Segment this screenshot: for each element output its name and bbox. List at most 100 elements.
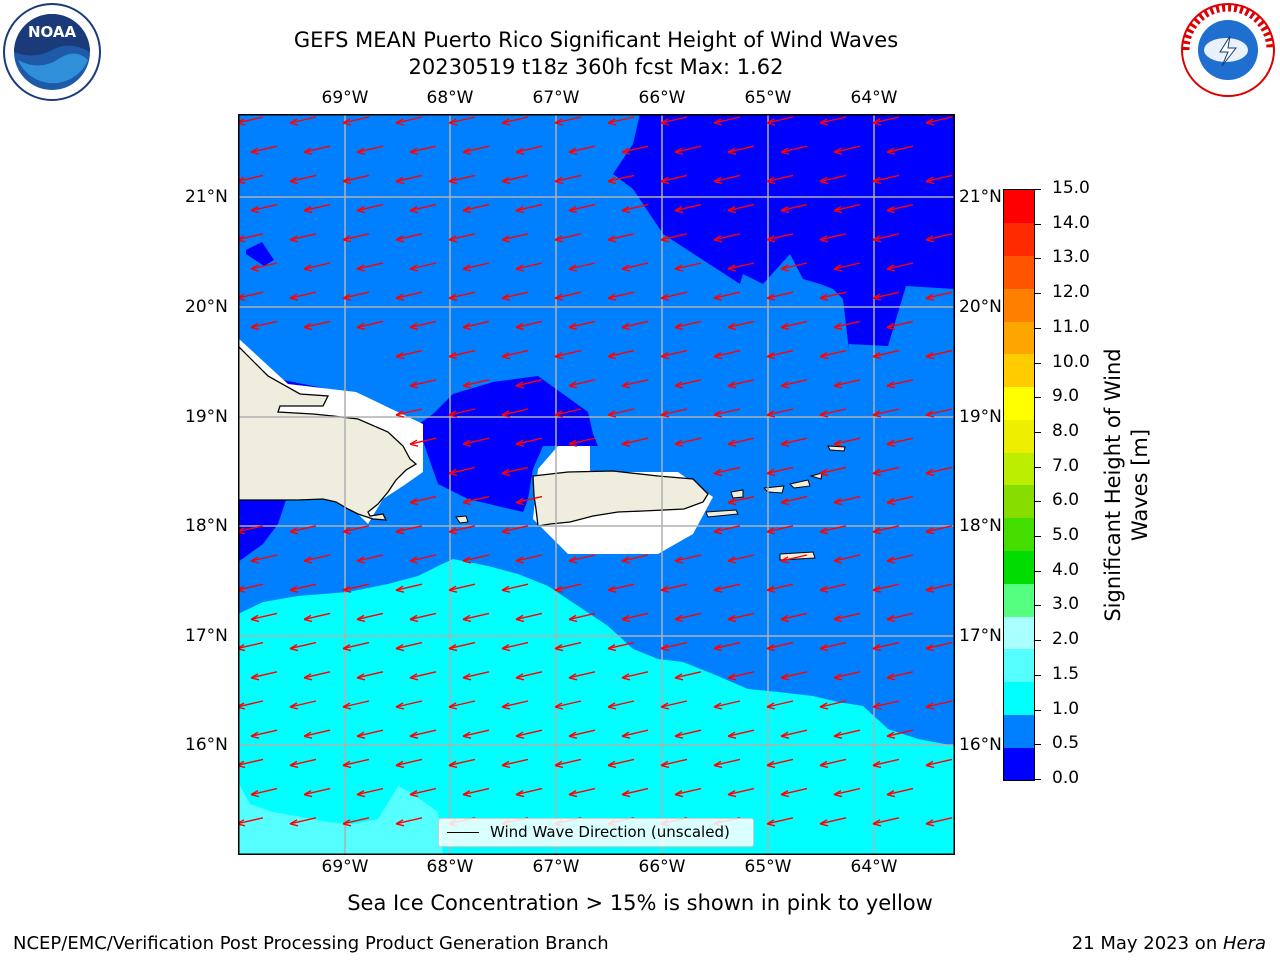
wave-direction-arrow (607, 291, 635, 299)
wave-direction-arrow (819, 174, 847, 183)
wave-direction-arrowhead (462, 497, 472, 506)
wave-direction-arrow (713, 233, 741, 241)
colorbar-segment (1004, 288, 1034, 322)
wave-direction-arrowhead (395, 702, 405, 710)
wave-direction-arrow (819, 466, 847, 475)
wave-direction-arrowhead (342, 176, 352, 185)
colorbar-tick-label: 2.0 (1052, 629, 1080, 650)
wave-direction-arrowhead (886, 439, 896, 447)
wave-direction-arrowhead (833, 439, 843, 447)
wave-direction-arrow (356, 729, 384, 737)
wave-direction-arrowhead (660, 760, 670, 769)
wave-direction-arrow (925, 641, 953, 650)
wave-direction-arrowhead (886, 556, 896, 564)
wave-direction-arrowhead (568, 439, 578, 447)
wave-direction-arrowhead (409, 673, 419, 681)
wave-direction-arrowhead (727, 497, 737, 506)
wave-direction-arrowhead (621, 205, 631, 214)
wave-direction-arrow (395, 817, 423, 825)
lon-label-bottom: 67°W (532, 857, 580, 877)
wave-direction-arrowhead (395, 351, 405, 360)
wave-direction-arrow (568, 437, 596, 445)
wave-direction-arrowhead (409, 381, 419, 389)
wave-direction-arrow (674, 262, 702, 270)
wave-direction-arrowhead (250, 322, 260, 331)
wave-direction-arrow (409, 554, 437, 562)
wave-direction-arrow (607, 233, 635, 241)
wave-direction-arrow (409, 787, 437, 796)
colorbar-tick-label: 14.0 (1052, 212, 1090, 233)
wave-direction-arrow (780, 145, 808, 153)
wave-direction-arrowhead (886, 381, 896, 389)
wave-direction-arrow (515, 320, 543, 329)
wave-direction-arrowhead (621, 264, 631, 272)
lon-label-bottom: 66°W (638, 857, 686, 877)
wave-direction-arrowhead (713, 527, 723, 535)
wave-direction-arrowhead (289, 118, 299, 126)
wave-direction-arrow (872, 583, 900, 591)
wave-direction-arrow (356, 203, 384, 212)
wave-direction-arrowhead (727, 147, 737, 155)
wave-direction-arrowhead (819, 643, 829, 652)
wave-direction-arrow (766, 466, 794, 475)
legend-line-sample (447, 832, 479, 833)
wave-direction-arrowhead (554, 293, 564, 301)
wave-direction-arrow (568, 262, 596, 270)
wave-direction-arrow (607, 116, 635, 124)
lat-label-right: 18°N (959, 516, 1002, 536)
island-st-croix (779, 551, 816, 561)
wave-direction-arrowhead (250, 264, 260, 272)
wave-direction-arrowhead (448, 410, 458, 418)
wave-direction-arrowhead (713, 643, 723, 652)
wave-direction-arrowhead (819, 702, 829, 710)
wave-direction-arrow (780, 495, 808, 504)
wave-direction-arrowhead (607, 702, 617, 710)
wave-direction-arrowhead (674, 205, 684, 214)
wave-direction-arrow (289, 700, 317, 708)
wave-direction-arrow (674, 320, 702, 329)
wave-direction-arrowhead (925, 643, 935, 652)
wave-direction-arrowhead (713, 351, 723, 360)
wave-direction-arrow (289, 116, 317, 124)
wave-direction-arrowhead (727, 439, 737, 447)
wave-direction-arrow (515, 262, 543, 270)
wave-direction-arrow (250, 262, 278, 270)
wave-direction-arrowhead (607, 760, 617, 769)
wave-direction-arrowhead (342, 527, 352, 535)
wave-direction-arrowhead (448, 585, 458, 593)
wave-direction-arrowhead (501, 351, 511, 360)
wave-direction-arrowhead (462, 205, 472, 214)
wave-direction-arrowhead (250, 789, 260, 798)
wave-direction-arrow (872, 408, 900, 416)
wave-direction-arrowhead (766, 410, 776, 418)
wave-direction-arrowhead (713, 118, 723, 126)
wave-direction-arrowhead (501, 702, 511, 710)
wave-direction-arrowhead (289, 176, 299, 185)
wave-direction-arrow (303, 203, 331, 212)
wave-direction-arrowhead (819, 410, 829, 418)
wave-direction-arrowhead (607, 235, 617, 243)
wave-direction-arrow (925, 758, 953, 767)
wave-direction-arrowhead (250, 147, 260, 155)
colorbar-tick-label: 12.0 (1052, 282, 1090, 303)
wave-direction-arrow (568, 612, 596, 621)
wave-direction-arrowhead (819, 760, 829, 769)
wave-direction-arrowhead (674, 439, 684, 447)
wave-direction-arrowhead (342, 643, 352, 652)
wave-direction-arrowhead (409, 731, 419, 739)
wave-direction-arrow (660, 583, 688, 591)
wave-direction-arrow (780, 612, 808, 621)
wave-direction-arrow (766, 408, 794, 416)
land-puerto-rico (532, 470, 709, 527)
wave-direction-arrow (303, 262, 331, 270)
noaa-logo: NOAA (0, 0, 104, 104)
wave-direction-arrow (342, 116, 370, 124)
wave-direction-arrowhead (780, 381, 790, 389)
wave-direction-arrow (766, 174, 794, 183)
wave-direction-arrow (515, 612, 543, 621)
wave-direction-arrowhead (395, 176, 405, 185)
wave-direction-arrow (554, 116, 582, 124)
wave-direction-arrow (780, 671, 808, 679)
wave-direction-arrow (780, 262, 808, 270)
wave-direction-arrow (554, 583, 582, 591)
